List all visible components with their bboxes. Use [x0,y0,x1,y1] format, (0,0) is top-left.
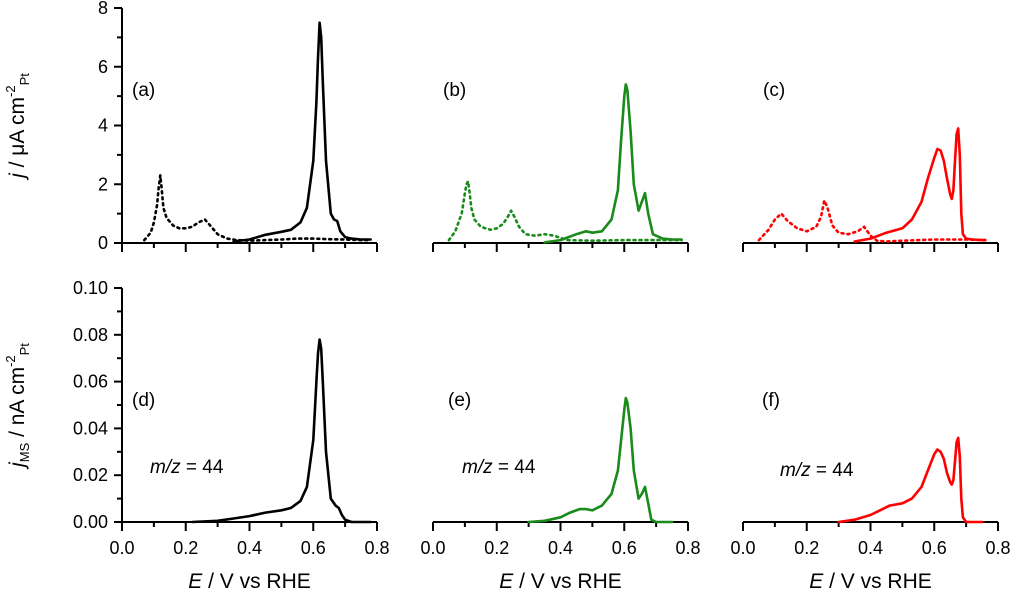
panel-d: 0.00 0.02 0.04 0.06 0.08 0.10 jMS / nA cm-2Pt 0… [3,278,390,593]
panel-label-a: (a) [132,80,155,101]
series-e-solid [527,396,674,524]
mz-annotation: m/z = 44 [780,460,854,481]
x-tick-label: 0.0 [109,538,134,558]
y-tick-label: 0.04 [73,418,108,438]
y-tick-label: 0.02 [73,465,108,485]
x-tick-label: 0.4 [237,538,262,558]
y-tick-label: 4 [98,116,108,136]
panel-label-e: (e) [448,390,471,411]
x-tick-label: 0.4 [858,538,883,558]
mz-annotation: m/z = 44 [150,457,224,478]
y-tick-label: 8 [98,0,108,18]
x-tick-label: 0.8 [364,538,389,558]
mz-annotation: m/z = 44 [462,457,536,478]
x-axis-label: E / V vs RHE [188,570,311,593]
y-tick-label: 0.10 [73,278,108,298]
x-tick-label: 0.2 [794,538,819,558]
y-tick-label: 2 [98,174,108,194]
y-tick-label: 0.08 [73,325,108,345]
panel-a: 0 2 4 6 8 j / μA cm-2Pt (a) [3,0,378,253]
panel-e: 0.0 0.2 0.4 0.6 0.8 E / V vs RHE (e) m/z = 44 [420,390,700,593]
series-b-solid [543,83,683,244]
y-tick-label: 6 [98,57,108,77]
y-axis-label: jMS / nA cm-2Pt [3,343,32,470]
panel-c: (c) [742,80,999,252]
y-tick-label: 0 [98,233,108,253]
series-f-solid [837,436,984,524]
x-tick-label: 0.6 [922,538,947,558]
panel-b: (b) [432,80,689,252]
x-tick-label: 0.6 [612,538,637,558]
panel-label-f: (f) [762,390,780,411]
series-c-dotted [757,199,987,243]
y-tick-label: 0.06 [73,372,108,392]
x-tick-label: 0.6 [301,538,326,558]
x-axis-label: E / V vs RHE [809,570,932,593]
x-tick-label: 0.0 [420,538,445,558]
x-tick-label: 0.2 [173,538,198,558]
x-tick-label: 0.2 [484,538,509,558]
series-a-dotted [143,174,372,242]
x-axis-label: E / V vs RHE [499,570,622,593]
panel-label-d: (d) [132,390,155,411]
y-axis-label: j / μA cm-2Pt [3,73,32,181]
panel-f: 0.0 0.2 0.4 0.6 0.8 E / V vs RHE (f) m/z = 44 [730,390,1010,593]
x-tick-label: 0.8 [675,538,700,558]
panel-label-c: (c) [763,80,785,101]
x-tick-label: 0.8 [985,538,1010,558]
series-c-solid [853,127,987,243]
x-tick-label: 0.4 [548,538,573,558]
series-d-solid [190,338,372,524]
series-a-solid [232,21,372,243]
x-tick-label: 0.0 [730,538,755,558]
y-tick-label: 0.00 [73,512,108,532]
panel-label-b: (b) [443,80,466,101]
